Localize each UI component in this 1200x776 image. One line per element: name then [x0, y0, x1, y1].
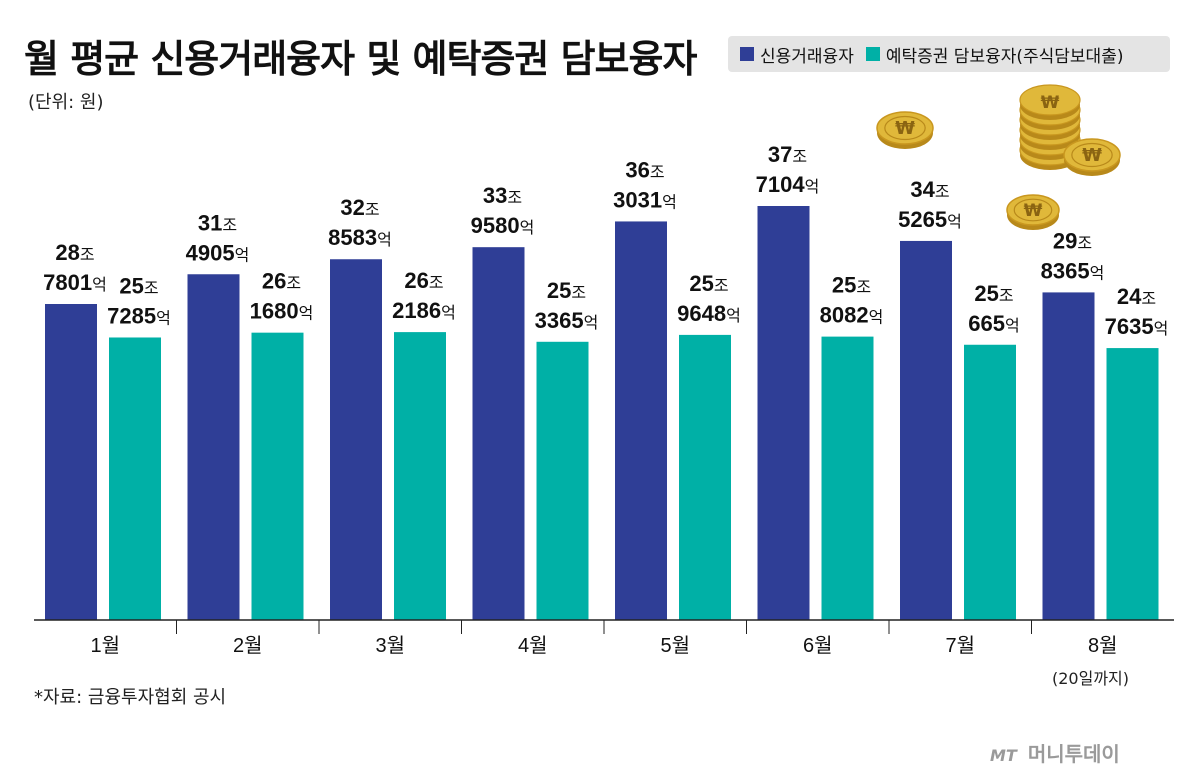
- value-label-credit: 29조: [1053, 228, 1092, 253]
- bar-credit: [1042, 292, 1095, 620]
- value-label-credit: 8583억: [328, 225, 392, 250]
- value-label-collateral: 7635억: [1105, 314, 1169, 339]
- bar-credit: [187, 274, 240, 620]
- bar-credit: [615, 221, 667, 620]
- bars-group: [45, 206, 1159, 620]
- value-label-collateral: 2186억: [392, 298, 456, 323]
- bar-collateral: [251, 332, 304, 620]
- bar-collateral: [1106, 348, 1159, 620]
- value-label-collateral: 24조: [1117, 284, 1156, 309]
- value-label-credit: 31조: [198, 210, 237, 235]
- unit-label: (단위: 원): [28, 92, 104, 113]
- value-label-credit: 8365억: [1041, 258, 1105, 283]
- won-coin-icon: ₩: [876, 111, 934, 149]
- value-label-collateral: 3365억: [535, 308, 599, 333]
- legend-label-collateral: 예탁증권 담보융자(주식담보대출): [885, 46, 1124, 67]
- value-label-collateral: 25조: [832, 273, 871, 298]
- legend: 신용거래융자 예탁증권 담보융자(주식담보대출): [728, 36, 1170, 72]
- x-axis: 1월 2월 3월 4월 5월 6월 7월 8월: [34, 619, 1174, 657]
- x-tick-label: 6월: [803, 634, 833, 657]
- value-label-credit: 37조: [768, 142, 807, 167]
- x-tick-label: 4월: [518, 634, 548, 657]
- bar-credit: [900, 240, 952, 620]
- legend-swatch-collateral: [865, 47, 880, 61]
- bar-credit: [330, 259, 382, 620]
- value-label-credit: 4905억: [186, 240, 250, 265]
- value-label-credit: 7801억: [43, 270, 107, 295]
- value-label-credit: 32조: [340, 195, 379, 220]
- bar-collateral: [679, 334, 731, 620]
- value-label-collateral: 665억: [968, 311, 1019, 336]
- x-tick-label: 3월: [375, 634, 405, 657]
- value-label-collateral: 26조: [262, 269, 301, 294]
- svg-text:₩: ₩: [1024, 201, 1043, 221]
- value-label-collateral: 26조: [404, 268, 443, 293]
- bar-collateral: [964, 344, 1016, 620]
- value-label-credit: 9580억: [471, 213, 535, 238]
- brand-name: 머니투데이: [1027, 742, 1120, 766]
- x-tick-label: 5월: [660, 634, 690, 657]
- won-coin-icon: ₩: [1063, 138, 1121, 176]
- value-label-credit: 5265억: [898, 207, 962, 232]
- value-labels-group: 28조 7801억 25조 7285억 31조 4905억 26조 1680억 32조 8583억…: [43, 142, 1168, 339]
- august-note: (20일까지): [1052, 669, 1130, 688]
- value-label-collateral: 25조: [119, 273, 158, 298]
- x-tick-label: 2월: [233, 634, 263, 657]
- coins-illustration: ₩ ₩ ₩ ₩: [876, 84, 1121, 230]
- bar-collateral: [821, 336, 874, 620]
- value-label-credit: 33조: [483, 183, 522, 208]
- value-label-credit: 34조: [910, 177, 949, 202]
- bar-credit: [45, 304, 97, 620]
- x-tick-label: 1월: [90, 634, 120, 657]
- bar-collateral: [394, 332, 446, 620]
- value-label-credit: 3031억: [613, 187, 677, 212]
- value-label-collateral: 9648억: [677, 301, 741, 326]
- won-coin-stack-icon: ₩: [1019, 84, 1081, 170]
- brand-mt: MT: [990, 746, 1017, 765]
- value-label-collateral: 25조: [547, 278, 586, 303]
- legend-item-collateral: 예탁증권 담보융자(주식담보대출): [865, 42, 1124, 67]
- brand-logo: MT 머니투데이: [990, 738, 1120, 767]
- won-coin-icon: ₩: [1006, 194, 1060, 230]
- bar-collateral: [109, 337, 161, 620]
- svg-text:₩: ₩: [895, 118, 915, 139]
- x-tick-label: 7월: [945, 634, 975, 657]
- value-label-collateral: 8082억: [820, 303, 884, 328]
- chart-title: 월 평균 신용거래융자 및 예탁증권 담보융자: [24, 37, 697, 81]
- value-label-credit: 36조: [625, 157, 664, 182]
- value-label-collateral: 25조: [974, 281, 1013, 306]
- value-label-collateral: 1680억: [250, 299, 314, 324]
- svg-text:₩: ₩: [1082, 145, 1102, 166]
- value-label-collateral: 7285억: [107, 303, 171, 328]
- x-tick-label: 8월: [1088, 634, 1118, 657]
- bar-credit: [472, 247, 525, 620]
- bar-credit: [757, 206, 810, 620]
- legend-label-credit: 신용거래융자: [760, 46, 854, 67]
- legend-swatch-credit: [740, 47, 754, 61]
- value-label-collateral: 25조: [689, 271, 728, 296]
- bar-collateral: [536, 341, 589, 620]
- value-label-credit: 28조: [55, 240, 94, 265]
- legend-item-credit: 신용거래융자: [740, 42, 854, 67]
- svg-text:₩: ₩: [1041, 93, 1060, 113]
- value-label-credit: 7104억: [756, 172, 820, 197]
- source-note: *자료: 금융투자협회 공시: [34, 687, 227, 708]
